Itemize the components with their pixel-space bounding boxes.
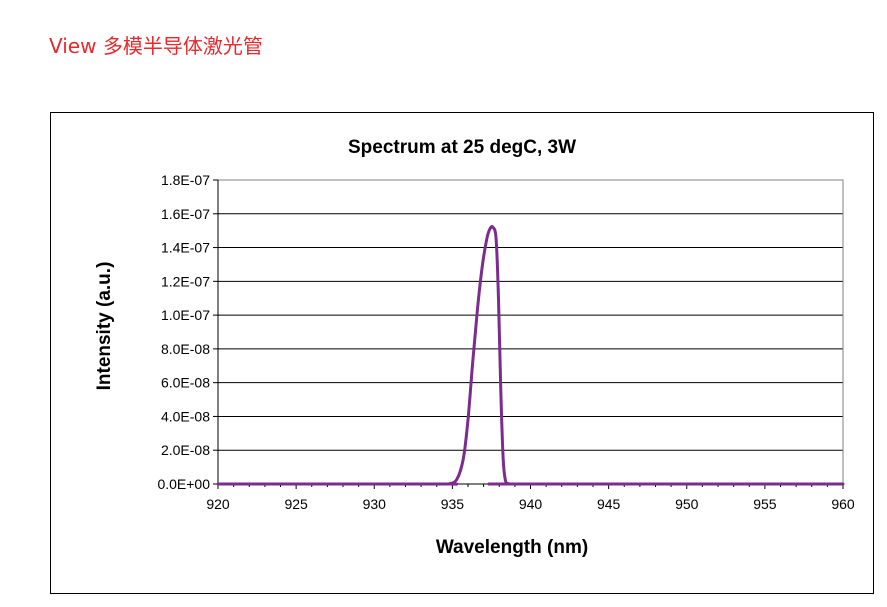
chart-title: Spectrum at 25 degC, 3W — [348, 137, 576, 158]
y-tick-label: 2.0E-08 — [161, 442, 210, 458]
x-axis-label: Wavelength (nm) — [436, 537, 588, 558]
y-tick-label: 1.4E-07 — [161, 240, 210, 256]
spectrum-chart: 0.0E+00 2.0E-08 4.0E-08 6.0E-08 8.0E-08 1.0E-… — [94, 137, 855, 558]
y-tick-label: 6.0E-08 — [161, 375, 210, 391]
view-product-link[interactable]: View 多模半导体激光管 — [49, 34, 263, 58]
x-tick-label: 945 — [597, 496, 621, 512]
x-tick-label: 940 — [519, 496, 543, 512]
series-layer — [216, 225, 845, 486]
y-tick-label: 4.0E-08 — [161, 408, 210, 424]
x-tick-label: 920 — [206, 496, 230, 512]
x-tick-label: 935 — [441, 496, 465, 512]
x-tick-label: 930 — [363, 496, 387, 512]
spectrum-series-line — [216, 225, 845, 486]
y-tick-label: 1.6E-07 — [161, 206, 210, 222]
y-tick-label: 8.0E-08 — [161, 341, 210, 357]
grid-layer — [218, 179, 843, 451]
axis-layer: 0.0E+00 2.0E-08 4.0E-08 6.0E-08 8.0E-08 1.0E-… — [157, 172, 854, 512]
y-tick-label: 1.8E-07 — [161, 172, 210, 188]
x-tick-label: 955 — [753, 496, 777, 512]
x-tick-label: 960 — [831, 496, 855, 512]
x-tick-label: 950 — [675, 496, 699, 512]
plot-area — [217, 179, 844, 485]
x-tick-label: 925 — [284, 496, 308, 512]
y-tick-label: 1.0E-07 — [161, 307, 210, 323]
chart-frame: 0.0E+00 2.0E-08 4.0E-08 6.0E-08 8.0E-08 1.0E-… — [50, 112, 874, 594]
y-tick-label: 1.2E-07 — [161, 273, 210, 289]
y-axis-label: Intensity (a.u.) — [94, 262, 115, 391]
y-tick-label: 0.0E+00 — [157, 476, 210, 492]
